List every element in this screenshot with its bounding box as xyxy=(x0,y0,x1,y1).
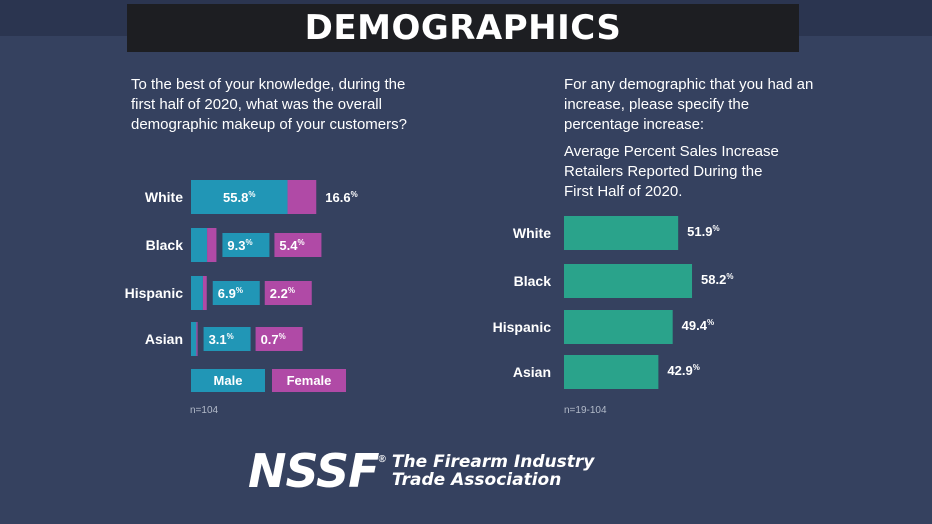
male-value-label: 6.9% xyxy=(218,286,243,301)
legend-female-label: Female xyxy=(287,373,332,388)
legend-male-label: Male xyxy=(214,373,243,388)
right-category-label: White xyxy=(513,225,551,241)
male-value-box xyxy=(212,281,260,305)
logo-mark: NSSF xyxy=(248,444,380,498)
page-title: DEMOGRAPHICS xyxy=(304,8,622,48)
female-value-label: 5.4% xyxy=(279,238,304,253)
right-question: For any demographic that you had an incr… xyxy=(564,76,814,133)
left-category-label: White xyxy=(145,189,183,205)
male-value-label: 55.8% xyxy=(223,190,255,205)
increase-bar xyxy=(564,310,673,344)
left-category-label: Hispanic xyxy=(125,285,184,301)
increase-bar xyxy=(564,216,679,250)
male-bar-segment xyxy=(191,180,288,214)
female-value-box xyxy=(255,327,303,351)
female-value-label: 2.2% xyxy=(270,286,295,301)
female-bar-segment xyxy=(207,228,217,262)
right-category-label: Black xyxy=(514,273,552,289)
female-value-box xyxy=(264,281,312,305)
left-sample-note: n=104 xyxy=(190,405,219,416)
female-value-label: 16.6% xyxy=(325,190,357,205)
logo-tagline: The Firearm Industry Trade Association xyxy=(392,453,594,489)
female-value-box xyxy=(274,233,322,257)
title-bar: DEMOGRAPHICS xyxy=(127,4,799,52)
nssf-logo: NSSF ® The Firearm Industry Trade Associ… xyxy=(248,448,594,494)
male-value-label: 9.3% xyxy=(227,238,252,253)
logo-registered: ® xyxy=(378,454,386,465)
male-bar-segment xyxy=(191,322,197,356)
increase-bar xyxy=(564,355,659,389)
logo-tagline-line2: Trade Association xyxy=(391,470,562,490)
right-category-label: Hispanic xyxy=(493,319,552,335)
left-category-label: Asian xyxy=(145,331,183,347)
left-category-label: Black xyxy=(146,237,184,253)
increase-value-label: 42.9% xyxy=(667,363,699,378)
increase-value-label: 58.2% xyxy=(701,272,733,287)
male-value-box xyxy=(203,327,251,351)
right-category-label: Asian xyxy=(513,364,551,380)
left-question: To the best of your knowledge, during th… xyxy=(131,76,407,133)
male-bar-segment xyxy=(191,276,203,310)
increase-bar xyxy=(564,264,693,298)
increase-value-label: 49.4% xyxy=(682,318,714,333)
female-bar-segment xyxy=(202,276,207,310)
female-bar-segment xyxy=(287,180,317,214)
male-value-box xyxy=(222,233,270,257)
male-value-label: 3.1% xyxy=(209,332,234,347)
male-bar-segment xyxy=(191,228,208,262)
right-subtitle: Average Percent Sales Increase Retailers… xyxy=(564,143,779,200)
legend-male-swatch xyxy=(191,369,265,392)
right-sample-note: n=19-104 xyxy=(564,405,607,416)
legend-female-swatch xyxy=(272,369,346,392)
logo-tagline-line1: The Firearm Industry xyxy=(391,452,595,472)
female-bar-segment xyxy=(196,322,198,356)
female-value-label: 0.7% xyxy=(261,332,286,347)
increase-value-label: 51.9% xyxy=(687,224,719,239)
